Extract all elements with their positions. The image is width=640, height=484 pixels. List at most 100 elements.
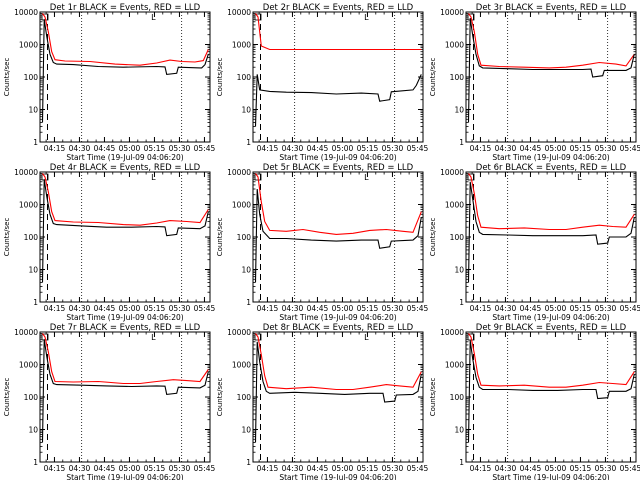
- panel-6: Det 6r BLACK = Events, RED = LLD 1 10 100 10…: [429, 163, 640, 322]
- x-tick-label: 05:15: [570, 304, 592, 313]
- x-tick-label: 05:30: [169, 304, 191, 313]
- y-tick-label: 100: [24, 233, 39, 242]
- y-tick-label: 10: [28, 426, 38, 435]
- x-tick-label: 05:00: [119, 464, 141, 473]
- x-tick-label: 05:30: [595, 304, 617, 313]
- x-tick-label: 05:45: [407, 304, 429, 313]
- x-tick-label: 04:45: [307, 144, 329, 153]
- x-tick-label: 04:45: [94, 304, 116, 313]
- y-tick-label: 1: [246, 298, 251, 307]
- series-line-lld: [255, 173, 422, 235]
- top-marker-label: L: [364, 333, 369, 342]
- x-tick-label: 05:00: [119, 304, 141, 313]
- series-line-events: [467, 181, 635, 283]
- y-tick-label: 100: [450, 393, 465, 402]
- top-marker-label: L: [364, 173, 369, 182]
- plot-frame: [465, 11, 637, 143]
- x-tick-label: 05:45: [194, 464, 216, 473]
- series-line-lld: [42, 333, 209, 385]
- x-tick-label: 04:45: [520, 304, 542, 313]
- y-tick-label: 1: [459, 458, 464, 467]
- x-tick-label: 05:15: [570, 464, 592, 473]
- top-left-marker: [467, 333, 475, 341]
- y-axis-label: Counts/sec: [429, 58, 437, 97]
- x-tick-label: 05:30: [595, 144, 617, 153]
- y-axis-label: Counts/sec: [216, 218, 224, 257]
- top-marker-label: L: [151, 13, 156, 22]
- y-tick-label: 10000: [440, 328, 464, 337]
- x-axis-label: Start Time (19-Jul-09 04:06:20): [492, 473, 609, 480]
- x-tick-label: 04:45: [307, 304, 329, 313]
- y-tick-label: 10: [241, 106, 251, 115]
- top-left-marker: [41, 173, 49, 181]
- y-tick-label: 10: [241, 266, 251, 275]
- x-tick-label: 04:30: [69, 304, 91, 313]
- x-tick-label: 04:45: [520, 464, 542, 473]
- plot-frame: [39, 171, 211, 303]
- y-axis-label: Counts/sec: [3, 58, 11, 97]
- series-line-events: [41, 179, 209, 283]
- y-tick-label: 1: [33, 298, 38, 307]
- y-tick-label: 10000: [440, 8, 464, 17]
- panel-title: Det 5r BLACK = Events, RED = LLD: [263, 163, 414, 173]
- panel-title: Det 6r BLACK = Events, RED = LLD: [476, 163, 627, 173]
- y-tick-label: 10000: [14, 328, 38, 337]
- x-tick-label: 05:15: [357, 144, 379, 153]
- y-tick-label: 10000: [227, 8, 251, 17]
- x-tick-label: 04:15: [257, 464, 279, 473]
- top-marker-label: L: [577, 333, 582, 342]
- x-tick-label: 04:15: [470, 304, 492, 313]
- panel-2: Det 2r BLACK = Events, RED = LLD 1 10 100 10…: [216, 3, 428, 162]
- panel-5: Det 5r BLACK = Events, RED = LLD 1 10 100 10…: [216, 163, 428, 322]
- series-line-events: [254, 74, 422, 127]
- y-tick-label: 1000: [232, 41, 251, 50]
- y-tick-label: 10: [454, 266, 464, 275]
- plot-frame: [39, 331, 211, 463]
- panel-title: Det 7r BLACK = Events, RED = LLD: [50, 323, 201, 333]
- panel-4: Det 4r BLACK = Events, RED = LLD 1 10 100 10…: [3, 163, 215, 322]
- top-marker-label: L: [151, 173, 156, 182]
- x-tick-label: 04:15: [257, 304, 279, 313]
- x-tick-label: 05:30: [382, 144, 404, 153]
- y-tick-label: 100: [450, 233, 465, 242]
- top-marker-label: L: [364, 13, 369, 22]
- y-tick-label: 100: [24, 393, 39, 402]
- y-axis-label: Counts/sec: [216, 58, 224, 97]
- series-line-events: [41, 19, 209, 123]
- y-tick-label: 10000: [227, 328, 251, 337]
- x-tick-label: 04:30: [282, 464, 304, 473]
- top-left-marker: [41, 13, 49, 21]
- series-line-lld: [42, 173, 209, 226]
- x-axis-label: Start Time (19-Jul-09 04:06:20): [279, 313, 396, 322]
- y-tick-label: 100: [237, 233, 252, 242]
- x-tick-label: 05:30: [595, 464, 617, 473]
- x-axis-label: Start Time (19-Jul-09 04:06:20): [66, 153, 183, 162]
- y-tick-label: 1: [246, 458, 251, 467]
- panel-title: Det 9r BLACK = Events, RED = LLD: [476, 323, 627, 333]
- x-tick-label: 04:30: [69, 464, 91, 473]
- x-tick-label: 05:00: [119, 144, 141, 153]
- y-tick-label: 10000: [14, 168, 38, 177]
- x-tick-label: 05:30: [169, 144, 191, 153]
- x-tick-label: 05:45: [194, 144, 216, 153]
- y-axis-label: Counts/sec: [429, 378, 437, 417]
- x-tick-label: 04:45: [307, 464, 329, 473]
- y-axis-label: Counts/sec: [429, 218, 437, 257]
- x-tick-label: 05:45: [620, 304, 640, 313]
- series-line-lld: [468, 333, 635, 388]
- y-tick-label: 100: [24, 73, 39, 82]
- x-tick-label: 04:15: [44, 464, 66, 473]
- x-tick-label: 05:45: [407, 464, 429, 473]
- plot-frame: [465, 331, 637, 463]
- y-tick-label: 10000: [14, 8, 38, 17]
- y-tick-label: 10: [241, 426, 251, 435]
- y-axis-label: Counts/sec: [3, 378, 11, 417]
- series-line-lld: [255, 13, 422, 51]
- panel-1: Det 1r BLACK = Events, RED = LLD 1 10 100 10…: [3, 3, 215, 162]
- y-tick-label: 100: [237, 393, 252, 402]
- y-tick-label: 1: [459, 138, 464, 147]
- y-tick-label: 1000: [19, 361, 38, 370]
- x-tick-label: 04:45: [94, 464, 116, 473]
